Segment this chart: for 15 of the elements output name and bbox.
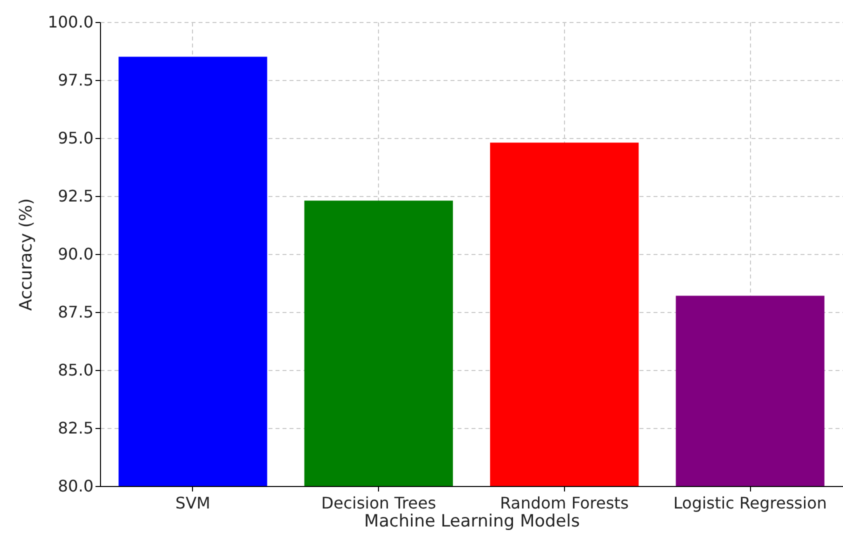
y-tick-label: 95.0 bbox=[58, 128, 94, 148]
y-tick-label: 90.0 bbox=[58, 244, 94, 264]
y-tick-label: 85.0 bbox=[58, 360, 94, 380]
y-tick-label: 100.0 bbox=[48, 12, 94, 32]
x-tick-label: Random Forests bbox=[500, 494, 629, 512]
y-axis-title: Accuracy (%) bbox=[16, 198, 37, 311]
x-tick-label: SVM bbox=[175, 494, 210, 512]
x-tick-label: Logistic Regression bbox=[673, 494, 827, 512]
x-tick-label: Decision Trees bbox=[321, 494, 436, 512]
y-tick-label: 82.5 bbox=[58, 418, 94, 438]
x-axis-title: Machine Learning Models bbox=[364, 512, 580, 532]
y-tick-label: 80.0 bbox=[58, 476, 94, 496]
y-tick-label: 97.5 bbox=[58, 70, 94, 90]
y-tick-label: 92.5 bbox=[58, 186, 94, 206]
y-tick-label: 87.5 bbox=[58, 302, 94, 322]
